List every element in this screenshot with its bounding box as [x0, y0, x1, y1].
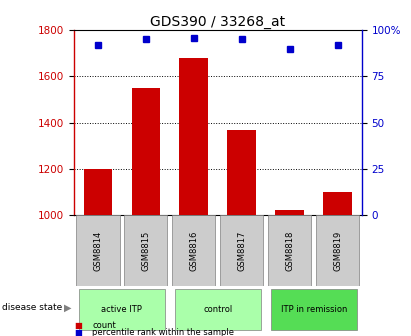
Bar — [180, 58, 208, 215]
Bar — [220, 215, 263, 286]
Text: GSM8818: GSM8818 — [285, 230, 294, 271]
Bar — [76, 215, 120, 286]
Text: percentile rank within the sample: percentile rank within the sample — [92, 328, 234, 336]
Text: GSM8817: GSM8817 — [237, 230, 246, 271]
Bar — [132, 88, 160, 215]
Bar — [275, 210, 304, 215]
Bar — [79, 289, 165, 330]
Text: ■: ■ — [74, 321, 82, 330]
Text: GSM8814: GSM8814 — [93, 230, 102, 271]
Bar — [268, 215, 311, 286]
Text: disease state: disease state — [2, 303, 62, 312]
Bar — [172, 215, 215, 286]
Text: active ITP: active ITP — [102, 305, 142, 314]
Title: GDS390 / 33268_at: GDS390 / 33268_at — [150, 15, 285, 29]
Bar — [323, 192, 352, 215]
Text: control: control — [203, 305, 233, 314]
Bar — [175, 289, 261, 330]
Bar — [83, 169, 112, 215]
Text: ▶: ▶ — [64, 302, 71, 312]
Bar — [124, 215, 168, 286]
Bar — [316, 215, 359, 286]
Text: ■: ■ — [74, 328, 82, 336]
Text: ITP in remission: ITP in remission — [281, 305, 347, 314]
Bar — [270, 289, 357, 330]
Bar — [227, 130, 256, 215]
Text: GSM8815: GSM8815 — [141, 230, 150, 271]
Text: GSM8819: GSM8819 — [333, 230, 342, 271]
Text: GSM8816: GSM8816 — [189, 230, 199, 271]
Text: count: count — [92, 321, 116, 330]
